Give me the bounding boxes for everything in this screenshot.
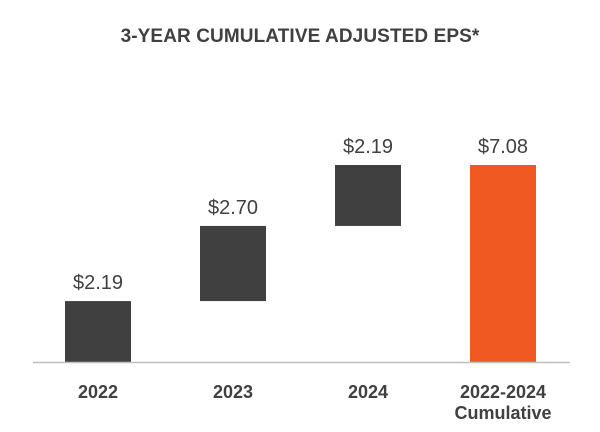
increment-bar (335, 165, 401, 226)
category-label: 2023 (213, 382, 253, 402)
category-label: Cumulative (454, 403, 551, 423)
value-label: $2.19 (343, 136, 393, 158)
category-label: 2022 (78, 382, 118, 402)
increment-bar (65, 301, 131, 362)
category-label: 2024 (348, 382, 388, 402)
chart-title: 3-YEAR CUMULATIVE ADJUSTED EPS* (120, 26, 480, 47)
total-bar (470, 165, 536, 362)
value-label: $2.70 (208, 197, 258, 219)
value-label: $2.19 (73, 272, 123, 294)
value-label: $7.08 (478, 136, 528, 158)
increment-bar (200, 225, 266, 302)
category-label: 2022-2024 (460, 382, 546, 402)
